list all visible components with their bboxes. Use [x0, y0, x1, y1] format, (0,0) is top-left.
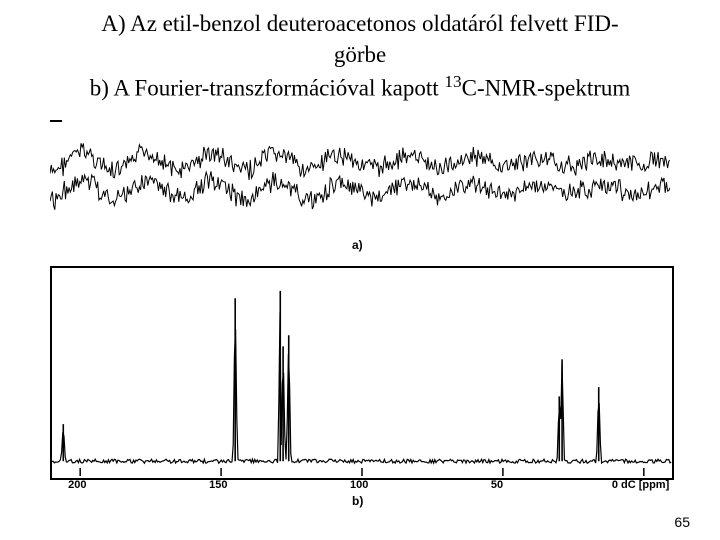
caption-line-a2: görbe — [20, 39, 700, 70]
nmr-xtick-label: 50 — [491, 479, 503, 491]
figure-caption: A) Az etil-benzol deuteroacetonos oldatá… — [0, 0, 720, 108]
caption-b-pre: b) A Fourier-transzformációval kapott — [90, 76, 445, 101]
caption-superscript: 13 — [444, 72, 461, 91]
fid-panel — [50, 116, 670, 236]
caption-line-b: b) A Fourier-transzformációval kapott 13… — [20, 70, 700, 104]
nmr-xtick-label: 0 dC [ppm] — [612, 479, 669, 491]
fid-panel-label: a) — [352, 238, 363, 252]
caption-line-a1: A) Az etil-benzol deuteroacetonos oldatá… — [20, 8, 700, 39]
nmr-xtick-label: 200 — [68, 479, 86, 491]
caption-b-post: C-NMR-spektrum — [462, 76, 631, 101]
fid-curve — [50, 116, 670, 236]
nmr-panel — [50, 266, 674, 480]
nmr-xtick-label: 150 — [209, 479, 227, 491]
nmr-panel-label: b) — [352, 494, 363, 508]
nmr-spectrum — [52, 268, 672, 478]
figure-area: a) b) 200 150 100 50 0 dC [ppm] — [20, 116, 700, 506]
page-number: 65 — [674, 514, 690, 530]
nmr-xtick-label: 100 — [350, 479, 368, 491]
